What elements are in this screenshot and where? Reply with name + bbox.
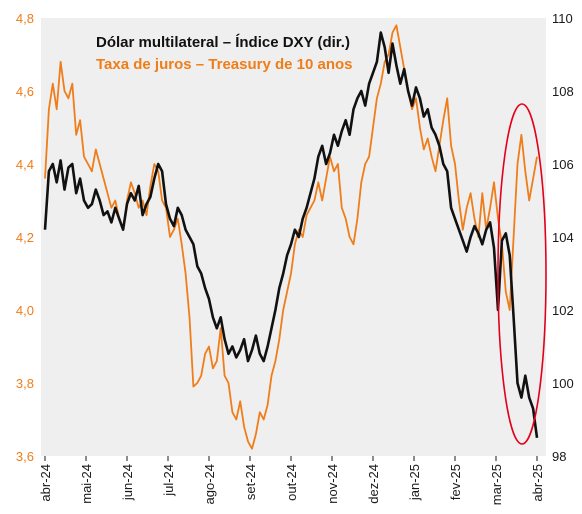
x-tick-label: jun-24 [120,464,135,501]
annotation-layer [497,103,547,445]
right-tick-label: 100 [552,376,574,391]
left-tick-label: 3,6 [16,449,34,464]
left-tick-label: 4,0 [16,303,34,318]
right-tick-label: 104 [552,230,574,245]
x-tick-label: ago-24 [202,464,217,504]
right-axis: 98 100 102 104 106 108 110 [552,11,574,464]
right-tick-label: 98 [552,449,566,464]
x-tick-label: jan-25 [407,464,422,501]
left-tick-label: 3,8 [16,376,34,391]
left-tick-label: 4,6 [16,84,34,99]
x-tick-label: nov-24 [325,464,340,504]
right-tick-label: 102 [552,303,574,318]
x-tick-label: fev-25 [448,464,463,500]
x-tick-label: abr-24 [38,464,53,502]
left-tick-label: 4,2 [16,230,34,245]
x-tick-label: mai-24 [79,464,94,504]
right-tick-label: 106 [552,157,574,172]
right-tick-label: 108 [552,84,574,99]
x-tick-label: mar-25 [489,464,504,505]
x-tick-label: dez-24 [366,464,381,504]
right-tick-label: 110 [552,11,573,26]
series-layer [43,24,539,450]
legend-treasury: Taxa de juros – Treasury de 10 anos [96,56,353,73]
x-tick-label: set-24 [243,464,258,500]
series-line-dxy [43,31,539,438]
legend-dxy: Dólar multilateral – Índice DXY (dir.) [96,34,350,51]
left-tick-label: 4,8 [16,11,34,26]
x-axis: abr-24 mai-24 jun-24 jul-24 ago-24 set-24 out-… [38,456,545,505]
highlight-ellipse [497,103,547,445]
x-tick-label: abr-25 [530,464,545,502]
left-axis: 3,6 3,8 4,0 4,2 4,4 4,6 4,8 [16,11,34,464]
x-tick-label: jul-24 [161,464,176,497]
legend: Dólar multilateral – Índice DXY (dir.) T… [96,34,353,73]
left-tick-label: 4,4 [16,157,34,172]
x-tick-label: out-24 [284,464,299,501]
